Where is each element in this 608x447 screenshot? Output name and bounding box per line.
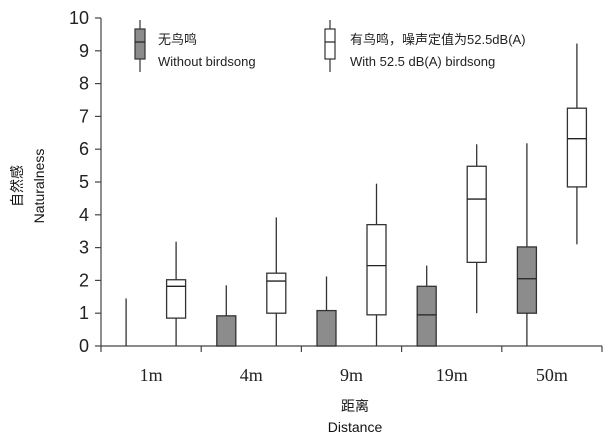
- box-iqr: [466, 165, 487, 264]
- box-without-4m: [216, 285, 237, 347]
- x-tick-label: 19m: [436, 365, 468, 385]
- box-with-9m: [366, 183, 387, 346]
- box-with-19m: [466, 144, 487, 314]
- y-tick-label: 5: [79, 172, 89, 192]
- box-without-50m: [516, 143, 538, 346]
- y-tick-label: 7: [79, 106, 89, 126]
- box-iqr: [366, 223, 387, 316]
- box-without-19m: [416, 265, 437, 347]
- x-tick-label: 50m: [536, 365, 568, 385]
- box-with-1m: [165, 241, 187, 346]
- legend-label-en-without: Without birdsong: [158, 54, 256, 69]
- legend-label-en-with: With 52.5 dB(A) birdsong: [350, 54, 495, 69]
- x-axis-title-cn: 距离: [341, 398, 369, 414]
- y-tick-label: 9: [79, 41, 89, 61]
- y-tick-label: 3: [79, 238, 89, 258]
- legend-box: [134, 28, 146, 60]
- box-iqr: [316, 309, 337, 347]
- box-iqr: [266, 272, 287, 314]
- y-tick-label: 10: [69, 8, 89, 28]
- box-with-50m: [566, 43, 588, 245]
- box-iqr: [416, 285, 437, 347]
- legend-box: [324, 28, 336, 60]
- x-axis-title-en: Distance: [328, 419, 383, 435]
- legend-label-cn-without: 无鸟鸣: [158, 32, 197, 47]
- x-tick-label: 1m: [140, 365, 163, 385]
- box-without-9m: [316, 276, 337, 347]
- box-with-4m: [266, 217, 287, 346]
- legend-icon-without: [134, 20, 146, 72]
- box-iqr: [216, 315, 237, 347]
- legend-label-cn-with: 有鸟鸣，噪声定值为52.5dB(A): [350, 32, 526, 47]
- box-iqr: [516, 246, 538, 314]
- x-tick-label: 4m: [240, 365, 263, 385]
- y-tick-label: 4: [79, 205, 89, 225]
- box-iqr: [165, 279, 187, 319]
- y-tick-label: 6: [79, 139, 89, 159]
- y-tick-label: 2: [79, 270, 89, 290]
- y-axis-title-en: Naturalness: [31, 149, 47, 224]
- y-axis-title-cn: 自然感: [9, 165, 25, 207]
- y-tick-label: 1: [79, 303, 89, 323]
- y-tick-label: 0: [79, 336, 89, 356]
- box-iqr: [566, 107, 588, 188]
- x-tick-label: 9m: [340, 365, 363, 385]
- legend-icon-with: [324, 20, 336, 72]
- y-tick-label: 8: [79, 74, 89, 94]
